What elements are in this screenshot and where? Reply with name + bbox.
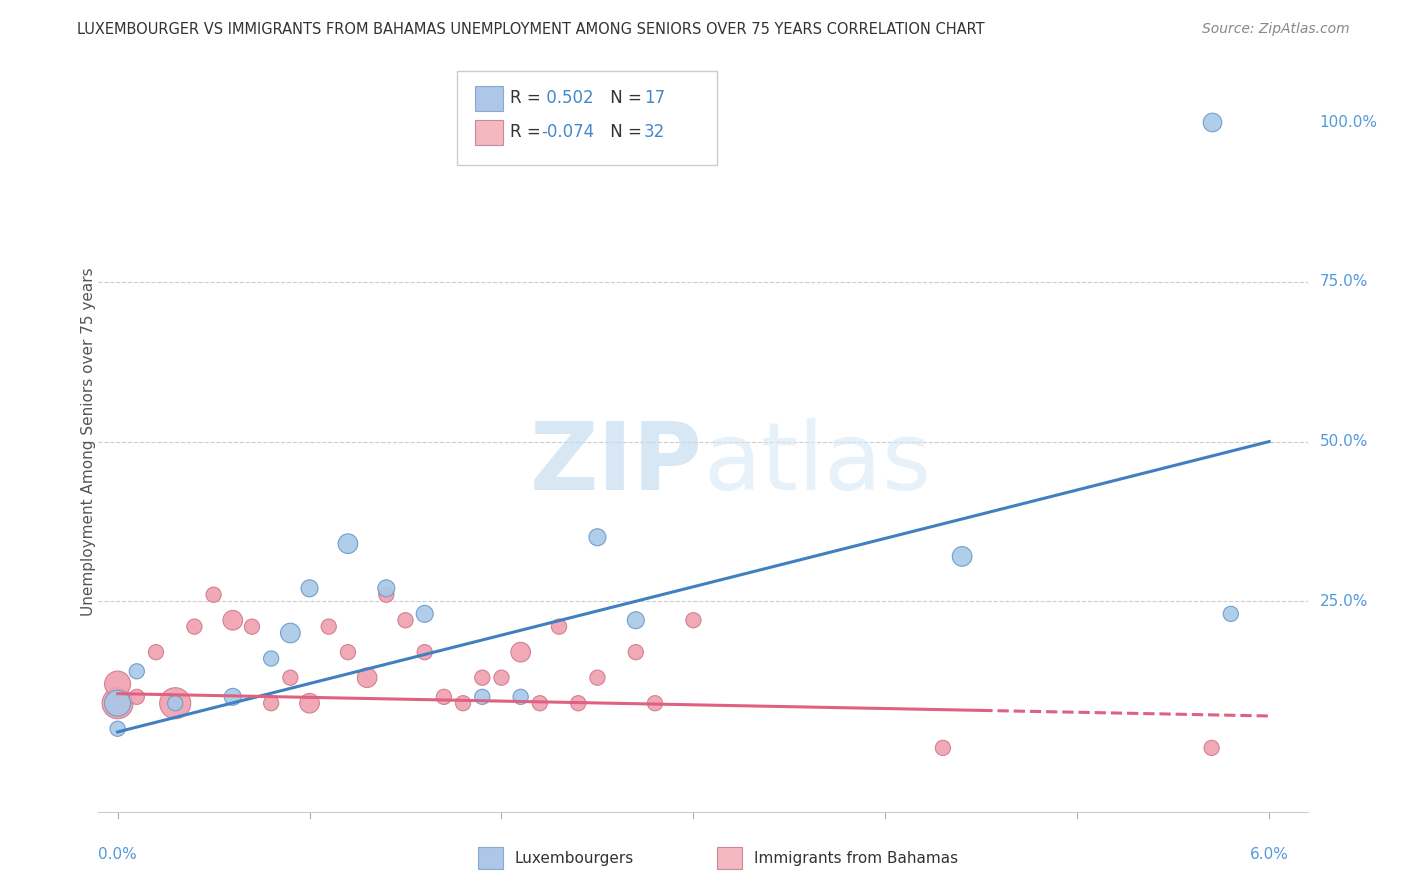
Point	[548, 619, 571, 633]
Point	[183, 619, 205, 633]
Text: 6.0%: 6.0%	[1250, 847, 1289, 862]
Text: atlas: atlas	[703, 417, 931, 509]
Point	[509, 645, 531, 659]
Point	[202, 588, 225, 602]
Point	[471, 690, 494, 704]
Point	[1201, 740, 1223, 755]
Point	[624, 613, 647, 627]
Point	[950, 549, 973, 564]
Point	[336, 645, 359, 659]
Text: 50.0%: 50.0%	[1320, 434, 1368, 449]
Point	[298, 696, 321, 710]
Text: 75.0%: 75.0%	[1320, 275, 1368, 290]
Point	[567, 696, 589, 710]
Text: R =: R =	[510, 123, 547, 141]
Text: Immigrants from Bahamas: Immigrants from Bahamas	[754, 851, 957, 865]
Point	[125, 665, 148, 679]
Text: 100.0%: 100.0%	[1320, 115, 1378, 130]
Point	[336, 536, 359, 550]
Point	[107, 677, 129, 691]
Point	[375, 588, 398, 602]
Text: 17: 17	[644, 89, 665, 107]
Point	[413, 645, 436, 659]
Point	[413, 607, 436, 621]
Point	[107, 696, 129, 710]
Point	[165, 696, 187, 710]
Text: -0.074: -0.074	[541, 123, 595, 141]
Text: Unemployment Among Seniors over 75 years: Unemployment Among Seniors over 75 years	[82, 268, 96, 615]
Point	[280, 626, 302, 640]
Point	[433, 690, 456, 704]
Point	[356, 671, 378, 685]
Point	[586, 671, 609, 685]
Point	[165, 696, 187, 710]
Point	[260, 696, 283, 710]
Text: Source: ZipAtlas.com: Source: ZipAtlas.com	[1202, 22, 1350, 37]
Point	[145, 645, 167, 659]
Text: ZIP: ZIP	[530, 417, 703, 509]
Point	[394, 613, 416, 627]
Text: R =: R =	[510, 89, 547, 107]
Point	[222, 690, 245, 704]
Text: N =: N =	[605, 89, 647, 107]
Point	[529, 696, 551, 710]
Text: LUXEMBOURGER VS IMMIGRANTS FROM BAHAMAS UNEMPLOYMENT AMONG SENIORS OVER 75 YEARS: LUXEMBOURGER VS IMMIGRANTS FROM BAHAMAS …	[77, 22, 986, 37]
Text: 0.502: 0.502	[541, 89, 593, 107]
Point	[932, 740, 955, 755]
Point	[375, 582, 398, 596]
Point	[471, 671, 494, 685]
Text: N =: N =	[605, 123, 647, 141]
Point	[280, 671, 302, 685]
Point	[107, 722, 129, 736]
Point	[298, 582, 321, 596]
Text: 25.0%: 25.0%	[1320, 593, 1368, 608]
Point	[644, 696, 666, 710]
Point	[682, 613, 704, 627]
Point	[260, 651, 283, 665]
Point	[240, 619, 263, 633]
Point	[222, 613, 245, 627]
Text: 0.0%: 0.0%	[98, 847, 136, 862]
Point	[624, 645, 647, 659]
Point	[107, 696, 129, 710]
Point	[586, 530, 609, 544]
Point	[491, 671, 513, 685]
Point	[451, 696, 474, 710]
Point	[125, 690, 148, 704]
Point	[318, 619, 340, 633]
Point	[1201, 115, 1223, 129]
Text: 32: 32	[644, 123, 665, 141]
Point	[1219, 607, 1241, 621]
Point	[509, 690, 531, 704]
Text: Luxembourgers: Luxembourgers	[515, 851, 634, 865]
